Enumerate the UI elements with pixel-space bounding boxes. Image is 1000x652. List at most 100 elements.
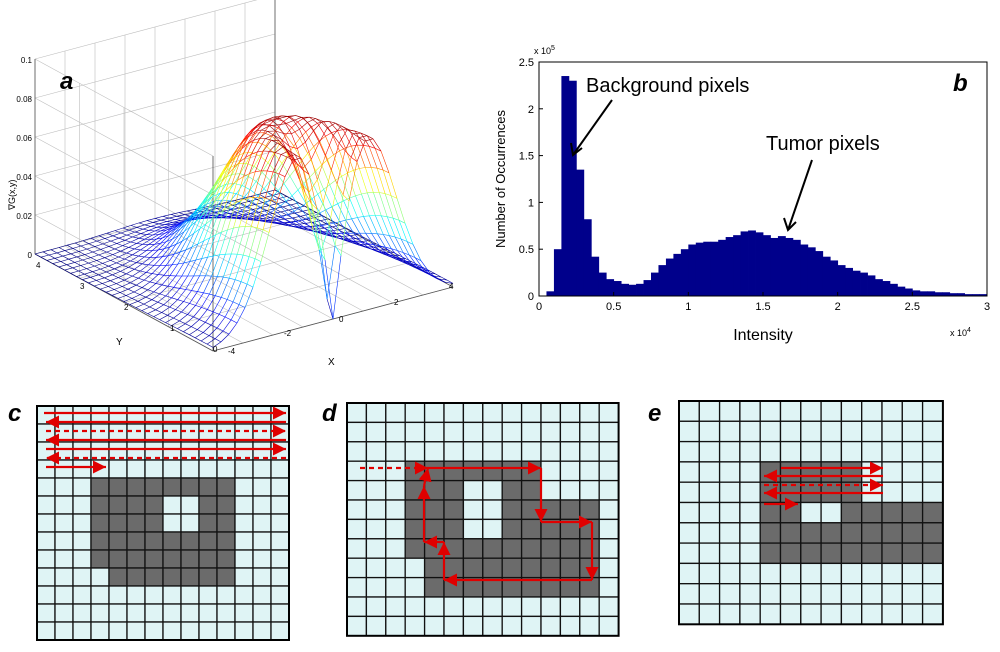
tumor-pixel xyxy=(820,542,843,565)
background-pixel xyxy=(404,615,426,637)
background-pixel xyxy=(54,477,74,497)
histogram-bar xyxy=(845,267,853,296)
tumor-pixel xyxy=(759,461,782,483)
background-pixel xyxy=(579,615,600,637)
histogram-bar xyxy=(889,283,898,296)
background-pixel xyxy=(698,501,721,524)
background-pixel xyxy=(180,621,200,641)
background-pixel xyxy=(559,479,581,501)
background-pixel xyxy=(385,421,406,443)
background-pixel xyxy=(718,400,741,422)
background-pixel xyxy=(234,585,254,605)
background-pixel xyxy=(162,495,182,515)
tumor-pixel xyxy=(198,567,218,587)
background-pixel xyxy=(198,459,218,479)
tumor-pixel xyxy=(840,542,863,565)
tumor-pixel xyxy=(482,538,503,559)
background-pixel xyxy=(365,479,387,501)
tumor-pixel xyxy=(198,531,218,551)
tumor-pixel xyxy=(162,567,182,587)
background-pixel xyxy=(482,499,503,521)
background-pixel xyxy=(144,585,164,605)
histogram-bar xyxy=(837,265,846,296)
y-tick: 0 xyxy=(213,345,218,354)
tumor-pixel xyxy=(216,513,236,533)
y-tick-label: 1 xyxy=(528,197,534,209)
background-pixel xyxy=(739,400,761,422)
histogram-bar xyxy=(972,294,980,296)
background-pixel xyxy=(520,441,542,462)
background-pixel xyxy=(540,596,562,618)
background-pixel xyxy=(698,400,721,422)
background-pixel xyxy=(365,538,387,559)
background-pixel xyxy=(820,400,843,422)
tumor-pixel xyxy=(501,518,523,540)
background-pixel xyxy=(840,562,863,585)
tumor-pixel xyxy=(423,518,445,540)
background-pixel xyxy=(443,596,465,618)
arrowhead-background xyxy=(570,142,583,157)
histogram-bar xyxy=(546,291,555,296)
tumor-pixel xyxy=(404,479,426,501)
background-pixel xyxy=(36,459,56,479)
background-pixel xyxy=(365,615,387,637)
background-pixel xyxy=(252,585,272,605)
tumor-pixel xyxy=(216,531,236,551)
y-tick: 2 xyxy=(124,303,129,312)
background-pixel xyxy=(54,531,74,551)
background-pixel xyxy=(520,421,542,443)
background-pixel xyxy=(718,481,741,504)
background-pixel xyxy=(252,621,272,641)
background-pixel xyxy=(385,615,406,637)
y-tick-label: 2 xyxy=(528,104,534,116)
tumor-pixel xyxy=(482,460,503,482)
background-pixel xyxy=(739,603,761,625)
histogram-ticks: 0 0.5 1 1.5 2 2.5 3 0 0.5 1 1.5 2 2.5 xyxy=(519,57,990,313)
tumor-pixel xyxy=(881,522,903,544)
background-pixel xyxy=(678,522,700,544)
x-tick: 0 xyxy=(339,315,344,324)
y-tick: 4 xyxy=(36,261,41,270)
background-pixel xyxy=(270,531,290,551)
tumor-pixel xyxy=(579,538,600,559)
histogram-bar xyxy=(748,230,756,296)
tumor-pixel xyxy=(759,522,782,544)
annotation-tumor: Tumor pixels xyxy=(766,133,880,155)
background-pixel xyxy=(800,440,822,463)
background-pixel xyxy=(540,460,562,482)
tumor-pixel xyxy=(144,567,164,587)
background-pixel xyxy=(820,420,843,443)
background-pixel xyxy=(840,583,863,605)
x-tick: -4 xyxy=(228,347,236,356)
tumor-pixel xyxy=(501,499,523,521)
background-pixel xyxy=(462,499,484,521)
background-pixel xyxy=(126,459,146,479)
tumor-pixel xyxy=(443,538,465,559)
background-pixel xyxy=(54,459,74,479)
histogram-bar xyxy=(733,235,741,296)
background-pixel xyxy=(579,421,600,443)
tumor-pixel xyxy=(144,477,164,497)
background-pixel xyxy=(346,499,368,521)
x-tick: 2 xyxy=(394,298,399,307)
histogram-bar xyxy=(763,235,771,296)
background-pixel xyxy=(404,421,426,443)
tumor-pixel xyxy=(108,531,128,551)
background-pixel xyxy=(346,441,368,462)
background-pixel xyxy=(404,576,426,598)
background-pixel xyxy=(861,440,883,463)
histogram-bar xyxy=(636,283,644,296)
histogram-bar xyxy=(927,291,936,296)
histogram-bar xyxy=(882,281,891,296)
background-pixel xyxy=(90,567,110,587)
tumor-pixel xyxy=(840,522,863,544)
background-pixel xyxy=(540,441,562,462)
annotation-background: Background pixels xyxy=(586,75,749,97)
tumor-pixel xyxy=(520,538,542,559)
background-pixel xyxy=(739,481,761,504)
tumor-pixel xyxy=(520,557,542,579)
background-pixel xyxy=(482,441,503,462)
histogram-bar xyxy=(942,292,951,296)
background-pixel xyxy=(881,420,903,443)
background-pixel xyxy=(180,513,200,533)
